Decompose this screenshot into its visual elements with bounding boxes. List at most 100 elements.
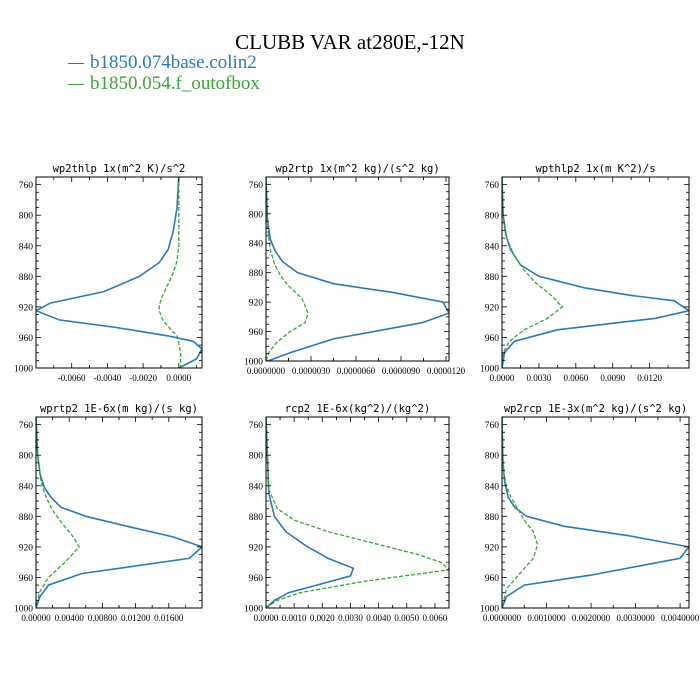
x-tick-label: 0.0020 bbox=[310, 613, 335, 623]
y-tick-label: 920 bbox=[485, 543, 500, 553]
series-line-base bbox=[502, 177, 689, 368]
y-tick-label: 840 bbox=[485, 242, 500, 252]
x-tick-label: 0.0000060 bbox=[337, 366, 376, 376]
legend-label: b1850.054.f_outofbox bbox=[90, 73, 260, 94]
series-line-outofbox bbox=[502, 177, 564, 368]
x-tick-label: 0.0040 bbox=[366, 613, 391, 623]
panel-title: wpthlp2 1x(m K^2)/s bbox=[535, 163, 655, 175]
x-tick-label: 0.0090 bbox=[600, 373, 625, 383]
x-tick-label: 0.0000 bbox=[166, 373, 191, 383]
y-tick-label: 960 bbox=[249, 328, 264, 338]
y-tick-label: 960 bbox=[19, 334, 34, 344]
chart-panel-3: wpthlp2 1x(m K^2)/s 760 800 840 880 920 960 100… bbox=[480, 163, 690, 383]
y-tick-label: 920 bbox=[249, 543, 264, 553]
y-tick-label: 960 bbox=[19, 574, 34, 584]
x-tick-label: 0.0000000 bbox=[247, 366, 286, 376]
panel-title: wprtp2 1E-6x(m kg)/(s kg) bbox=[40, 403, 198, 415]
x-tick-label: 0.0000000 bbox=[483, 613, 522, 623]
panel-title: rcp2 1E-6x(kg^2)/(kg^2) bbox=[285, 403, 430, 415]
y-tick-label: 840 bbox=[249, 482, 264, 492]
y-tick-label: 840 bbox=[485, 482, 500, 492]
y-tick-label: 760 bbox=[249, 421, 264, 431]
y-tick-label: 1000 bbox=[14, 365, 33, 375]
plot-frame bbox=[265, 176, 450, 362]
x-tick-label: 0.0000030 bbox=[292, 366, 331, 376]
plot-frame bbox=[35, 176, 203, 369]
chart-panel-4: wprtp2 1E-6x(m kg)/(s kg) 760 800 840 880 920… bbox=[14, 403, 203, 623]
y-tick-label: 960 bbox=[249, 574, 264, 584]
x-tick-label: 0.01600 bbox=[154, 613, 184, 623]
series-line-base bbox=[502, 417, 689, 608]
y-tick-label: 1000 bbox=[244, 358, 263, 368]
x-tick-label: 0.0000090 bbox=[382, 366, 421, 376]
x-tick-label: 0.0060 bbox=[423, 613, 448, 623]
y-tick-label: 880 bbox=[249, 513, 264, 523]
series-line-base bbox=[36, 177, 202, 368]
panel-title: wp2rtp 1x(m^2 kg)/(s^2 kg) bbox=[275, 163, 439, 175]
y-tick-label: 880 bbox=[19, 273, 34, 283]
x-tick-label: 0.0050 bbox=[394, 613, 419, 623]
x-tick-label: 0.0000120 bbox=[427, 366, 466, 376]
x-tick-label: 0.0060 bbox=[563, 373, 588, 383]
figure-title: CLUBB VAR at280E,-12N bbox=[235, 30, 465, 54]
y-tick-label: 800 bbox=[19, 452, 34, 462]
y-tick-label: 840 bbox=[19, 242, 34, 252]
y-tick-label: 920 bbox=[485, 303, 500, 313]
x-tick-label: 0.01200 bbox=[121, 613, 151, 623]
series-line-outofbox bbox=[266, 417, 449, 608]
y-tick-label: 760 bbox=[485, 181, 500, 191]
figure-header: CLUBB VAR at280E,-12N b1850.074base.coli… bbox=[0, 0, 700, 100]
y-tick-label: 880 bbox=[249, 269, 264, 279]
y-tick-label: 920 bbox=[249, 299, 264, 309]
series-line-outofbox bbox=[158, 177, 182, 368]
x-tick-label: 0.0020000 bbox=[572, 613, 611, 623]
x-tick-label: -0.0060 bbox=[58, 373, 86, 383]
y-tick-label: 1000 bbox=[480, 605, 499, 615]
y-tick-label: 1000 bbox=[480, 365, 499, 375]
x-tick-label: -0.0020 bbox=[129, 373, 157, 383]
chart-panel-2: wp2rtp 1x(m^2 kg)/(s^2 kg) 760 800 840 880 92… bbox=[244, 163, 466, 376]
panel-title: wp2rcp 1E-3x(m^2 kg)/(s^2 kg) bbox=[504, 403, 687, 415]
y-tick-label: 800 bbox=[249, 452, 264, 462]
series-line-outofbox bbox=[36, 417, 81, 608]
x-tick-label: -0.0040 bbox=[94, 373, 122, 383]
y-tick-label: 760 bbox=[19, 181, 34, 191]
y-tick-label: 760 bbox=[19, 421, 34, 431]
x-tick-label: 0.00000 bbox=[21, 613, 51, 623]
legend-line-dashed bbox=[68, 83, 84, 86]
legend-line-solid bbox=[68, 62, 84, 65]
y-tick-label: 880 bbox=[485, 513, 500, 523]
series-line-outofbox bbox=[502, 417, 539, 608]
x-tick-label: 0.0030 bbox=[527, 373, 552, 383]
plot-frame bbox=[35, 416, 203, 609]
y-tick-label: 800 bbox=[485, 452, 500, 462]
plot-frame bbox=[501, 176, 690, 369]
y-tick-label: 920 bbox=[19, 543, 34, 553]
x-tick-label: 0.00400 bbox=[55, 613, 85, 623]
y-tick-label: 1000 bbox=[244, 605, 263, 615]
series-line-base bbox=[266, 417, 355, 608]
y-tick-label: 800 bbox=[19, 212, 34, 222]
series-line-base bbox=[266, 177, 449, 361]
series-line-base bbox=[36, 417, 202, 608]
y-tick-label: 960 bbox=[485, 334, 500, 344]
plot-frame bbox=[265, 416, 450, 609]
panel-title: wp2thlp 1x(m^2 K)/s^2 bbox=[53, 163, 186, 175]
x-tick-label: 0.0010000 bbox=[527, 613, 566, 623]
legend-entry-base: b1850.074base.colin2 bbox=[68, 52, 257, 74]
y-tick-label: 920 bbox=[19, 303, 34, 313]
y-tick-label: 760 bbox=[485, 421, 500, 431]
series-line-outofbox bbox=[266, 177, 309, 361]
x-tick-label: 0.00800 bbox=[88, 613, 118, 623]
legend-entry-outofbox: b1850.054.f_outofbox bbox=[68, 73, 260, 95]
y-tick-label: 840 bbox=[19, 482, 34, 492]
plot-frame bbox=[501, 416, 690, 609]
y-tick-label: 760 bbox=[249, 181, 264, 191]
y-tick-label: 960 bbox=[485, 574, 500, 584]
y-tick-label: 800 bbox=[485, 212, 500, 222]
x-tick-label: 0.0120 bbox=[637, 373, 662, 383]
x-tick-label: 0.0030000 bbox=[616, 613, 655, 623]
y-tick-label: 880 bbox=[485, 273, 500, 283]
y-tick-label: 800 bbox=[249, 210, 264, 220]
